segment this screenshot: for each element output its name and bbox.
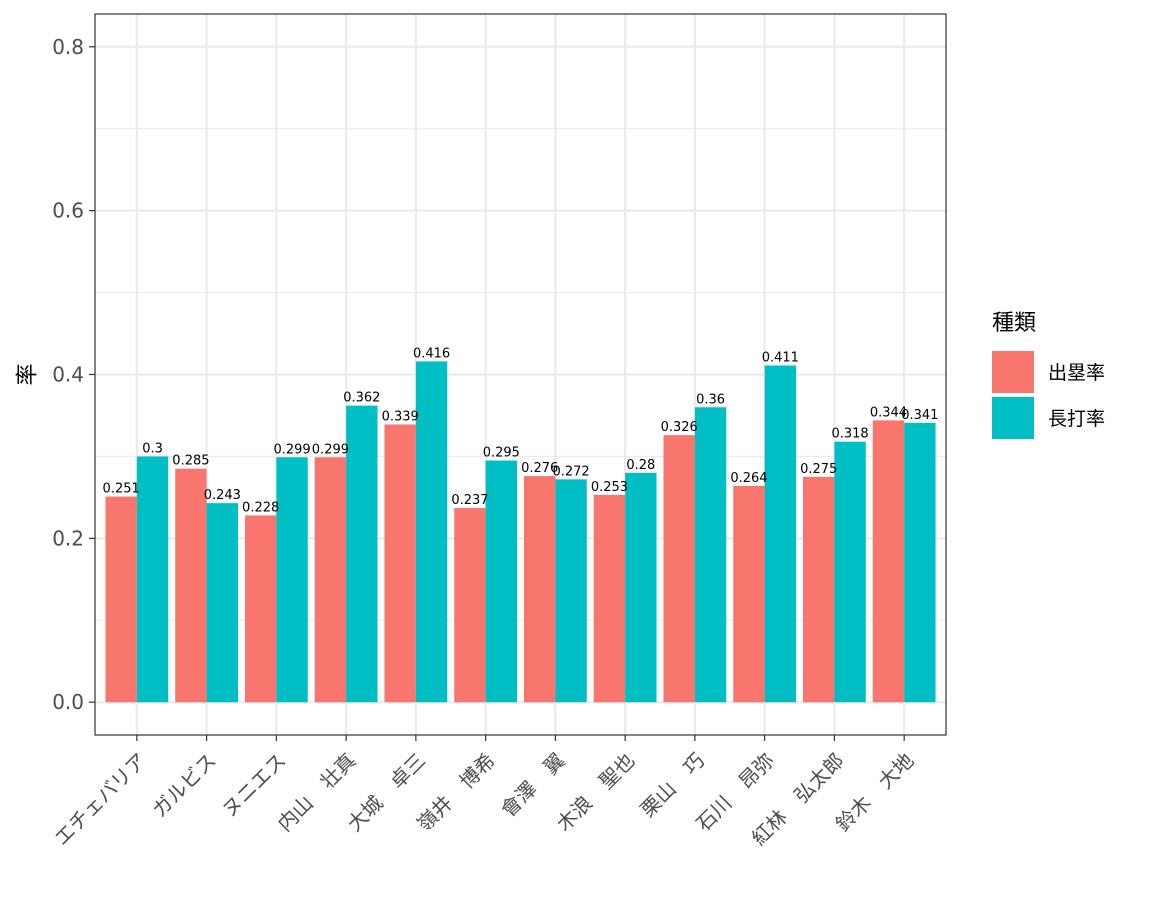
y-tick-label: 0.0 [52,690,84,714]
y-tick-label: 0.2 [52,526,84,550]
bar [904,422,936,703]
bar-value-label: 0.285 [172,454,209,469]
legend-title: 種類 [992,311,1036,336]
bar-value-label: 0.295 [483,446,520,461]
bar [625,472,657,703]
y-axis: 0.0 0.2 0.4 0.6 0.8 [52,35,95,714]
y-tick-label: 0.4 [52,363,84,387]
legend-label: 出塁率 [1048,362,1105,384]
bar [555,479,587,703]
bar [206,503,238,703]
bar [415,361,448,703]
bar [523,476,556,703]
bar-value-label: 0.416 [413,346,450,361]
bar-value-label: 0.326 [661,420,698,435]
bar-value-label: 0.243 [204,488,241,503]
bar-value-label: 0.36 [696,392,725,407]
bar [663,435,695,703]
bar-value-label: 0.411 [762,350,799,365]
bar-value-label: 0.272 [552,464,589,479]
bar [384,424,416,703]
bar [733,485,765,703]
bars [105,361,936,703]
bar [485,460,518,703]
bar-value-label: 0.251 [103,482,140,497]
bar-value-label: 0.237 [451,493,488,508]
x-tick-label: エチェバリア [49,748,151,850]
bar [694,407,727,703]
y-tick-label: 0.8 [52,35,84,59]
legend-key [992,397,1034,439]
bar-value-label: 0.344 [870,405,907,420]
bar [764,365,797,703]
bar-value-label: 0.318 [831,427,868,442]
bar [834,441,866,703]
bar [314,457,347,703]
bar-value-label: 0.299 [312,442,349,457]
bar [175,468,207,703]
bar-value-label: 0.339 [382,409,419,424]
bar [105,496,137,703]
bar [454,508,486,703]
bar [136,456,169,703]
bar-value-label: 0.275 [800,462,837,477]
bar [803,476,835,703]
bar-value-label: 0.362 [343,391,380,406]
x-tick-label: ガルビス [147,748,221,822]
bar [593,494,626,703]
bar-value-label: 0.341 [901,408,938,423]
legend-key [992,351,1034,393]
bar [872,420,905,703]
bar-value-label: 0.28 [626,458,655,473]
bar-value-label: 0.299 [273,442,310,457]
bar [244,515,277,703]
bar-value-label: 0.264 [730,471,767,486]
legend-label: 長打率 [1048,408,1105,430]
y-axis-title: 率 [16,363,41,385]
bar-value-label: 0.253 [591,480,628,495]
bar-labels: 0.251 0.285 0.228 0.299 0.339 0.237 0.276 0.253… [103,346,939,515]
bar-value-label: 0.276 [521,461,558,476]
bar-value-label: 0.228 [242,500,279,515]
y-tick-label: 0.6 [52,199,84,223]
bar-value-label: 0.3 [142,441,163,456]
bar [276,457,308,703]
bar [346,405,378,703]
